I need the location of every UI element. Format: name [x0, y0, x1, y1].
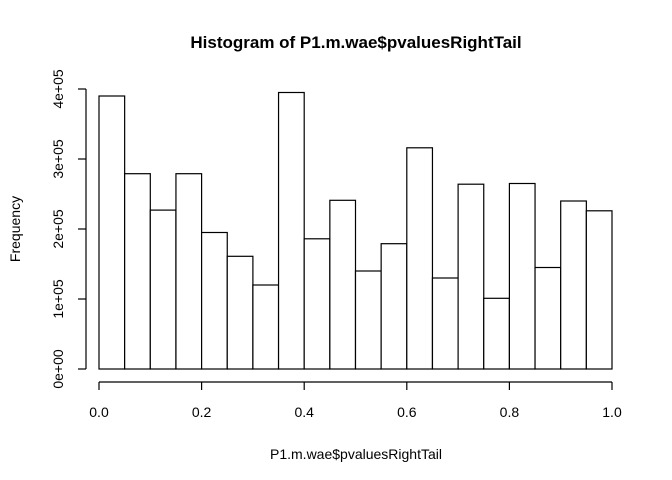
chart-title: Histogram of P1.m.wae$pvaluesRightTail	[190, 33, 521, 52]
x-tick-label-1: 0.2	[192, 404, 212, 420]
y-tick-label-3: 3e+05	[50, 139, 66, 179]
histogram-bar-17	[534, 266, 562, 370]
histogram-bar-9	[329, 199, 357, 370]
x-axis: 0.0 0.2 0.4 0.6 0.8 1.0	[89, 381, 622, 420]
x-tick-label-0: 0.0	[89, 404, 109, 420]
histogram-bar-5	[226, 255, 254, 370]
histogram-bar-1	[124, 173, 151, 370]
histogram-bar-13	[431, 277, 459, 370]
histogram-bar-8	[303, 238, 331, 370]
y-axis: 0e+00 1e+05 2e+05 3e+05 4e+05	[50, 69, 87, 389]
x-tick-label-5: 1.0	[602, 404, 622, 420]
bars-group	[98, 91, 613, 370]
histogram-bar-4	[201, 231, 228, 370]
histogram-bar-2	[149, 209, 177, 370]
histogram-bar-11	[380, 243, 408, 370]
y-tick-label-4: 4e+05	[50, 69, 66, 109]
x-tick-label-2: 0.4	[294, 404, 314, 420]
y-tick-label-1: 1e+05	[50, 279, 66, 319]
histogram-bar-7	[277, 91, 305, 370]
histogram-bar-12	[406, 147, 434, 370]
histogram-bar-14	[457, 183, 485, 370]
histogram-bar-6	[252, 284, 280, 370]
histogram-bar-16	[508, 182, 536, 370]
x-tick-label-3: 0.6	[397, 404, 417, 420]
histogram-bar-15	[483, 297, 510, 370]
y-tick-label-2: 2e+05	[50, 209, 66, 249]
x-axis-label: P1.m.wae$pvaluesRightTail	[270, 446, 442, 462]
y-axis-label: Frequency	[7, 196, 23, 262]
x-tick-label-4: 0.8	[500, 404, 520, 420]
histogram-bar-19	[585, 210, 613, 370]
histogram-bar-10	[354, 270, 382, 370]
histogram-bar-18	[560, 200, 587, 370]
histogram-bar-3	[175, 173, 203, 370]
y-tick-label-0: 0e+00	[50, 349, 66, 389]
histogram-bar-0	[98, 95, 126, 370]
